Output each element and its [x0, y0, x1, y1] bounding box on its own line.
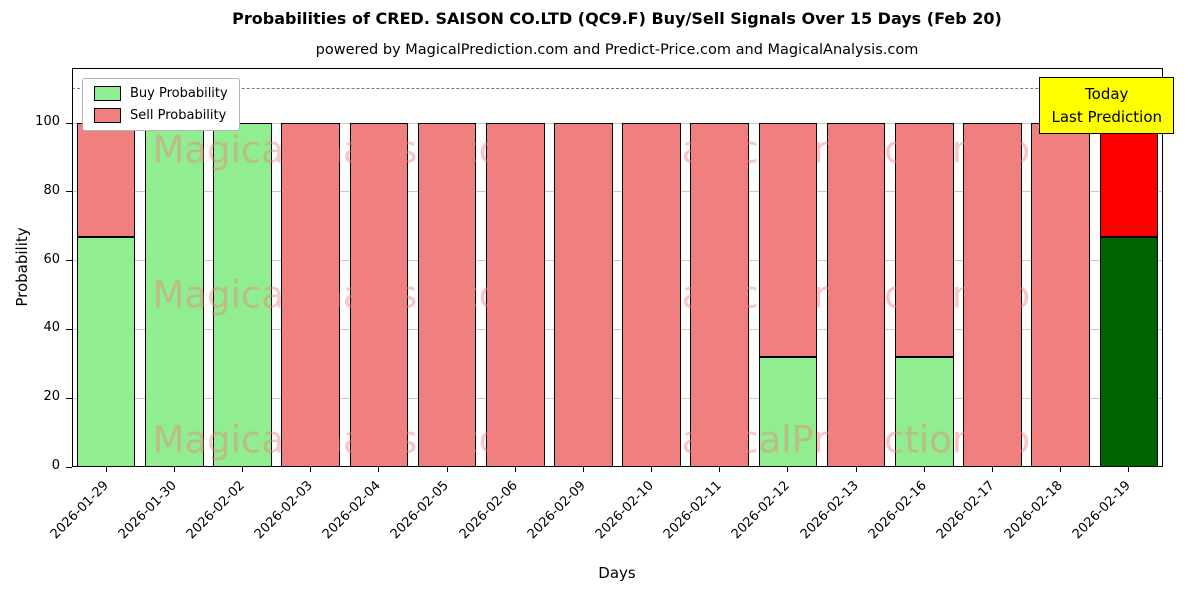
y-tick-label: 40: [43, 320, 60, 336]
today-annotation-line1: Today: [1085, 85, 1129, 103]
x-tick-label-text: 2026-02-18: [1001, 478, 1067, 543]
x-tick-mark: [241, 467, 243, 472]
x-tick-mark: [992, 467, 994, 472]
gridline: [72, 328, 1163, 330]
sell-probability-swatch: [94, 108, 121, 123]
legend: Buy Probability Sell Probability: [82, 78, 240, 131]
y-tick-label: 100: [35, 114, 60, 130]
x-tick-label-text: 2026-01-29: [47, 478, 112, 543]
legend-item-buy: Buy Probability: [94, 86, 228, 101]
bar-segment-sell: [963, 123, 1022, 467]
bar-segment-buy: [76, 236, 136, 467]
legend-label-sell: Sell Probability: [130, 108, 227, 123]
bar-segment-sell: [622, 123, 681, 467]
bar-segment-buy: [1099, 236, 1159, 467]
y-tick-mark: [66, 260, 72, 262]
x-tick-label-text: 2026-02-13: [797, 478, 862, 543]
bar-segment-sell: [554, 123, 613, 467]
bar-segment-buy: [758, 356, 818, 467]
x-tick-label-text: 2026-02-06: [456, 478, 521, 543]
today-annotation-line2: Last Prediction: [1051, 107, 1162, 126]
y-tick-label: 60: [43, 251, 60, 267]
watermark-text: MagicalAnalysis.com: [152, 418, 538, 462]
y-tick-label: 0: [51, 458, 60, 473]
x-tick-label-text: 2026-02-17: [933, 478, 998, 543]
x-tick-label-text: 2026-02-02: [183, 478, 248, 543]
y-tick-label: 20: [43, 389, 60, 405]
x-tick-mark: [310, 467, 312, 472]
bar-segment-buy: [895, 356, 954, 467]
bar-segment-sell: [76, 123, 136, 237]
gridline: [72, 191, 1163, 193]
watermark-text: MagicalPrediction.com: [649, 418, 1067, 462]
x-tick-mark: [719, 467, 721, 472]
y-tick-mark: [66, 397, 72, 399]
x-tick-mark: [787, 467, 789, 472]
bar-segment-sell: [826, 123, 886, 467]
x-tick-label-text: 2026-02-11: [661, 478, 726, 543]
threshold-dashed-line: [72, 87, 1163, 89]
bar-segment-sell: [485, 123, 545, 467]
bar-segment-sell: [281, 123, 340, 467]
y-tick-mark: [66, 191, 72, 193]
x-tick-label-text: 2026-02-12: [729, 478, 794, 543]
y-tick-label: 80: [43, 182, 60, 198]
today-annotation: Today Last Prediction: [1039, 77, 1174, 134]
legend-item-sell: Sell Probability: [94, 108, 228, 123]
gridline: [72, 122, 1163, 124]
watermark-text: MagicalPrediction.com: [649, 128, 1067, 172]
gridline: [72, 397, 1163, 399]
x-axis-label: Days: [598, 564, 636, 582]
bar-segment-sell: [349, 123, 409, 467]
x-tick-mark: [582, 467, 584, 472]
watermark-text: MagicalAnalysis.com: [152, 128, 538, 172]
x-tick-mark: [378, 467, 380, 472]
y-axis-label: Probability: [13, 227, 31, 307]
x-tick-label-text: 2026-02-03: [251, 478, 316, 543]
x-tick-mark: [923, 467, 925, 472]
x-tick-label-text: 2026-02-09: [524, 478, 589, 543]
chart-title: Probabilities of CRED. SAISON CO.LTD (QC…: [232, 9, 1002, 28]
bar-segment-buy: [213, 123, 272, 467]
x-tick-mark: [1128, 467, 1130, 472]
x-tick-mark: [514, 467, 516, 472]
x-tick-label-text: 2026-02-10: [592, 478, 657, 543]
bar-segment-sell: [1031, 123, 1091, 467]
bar-segment-sell: [758, 123, 818, 357]
x-tick-mark: [173, 467, 175, 472]
watermark-text: MagicalPrediction.com: [649, 273, 1067, 317]
bar-segment-sell: [895, 123, 954, 357]
buy-probability-swatch: [94, 86, 121, 101]
bar-segment-buy: [144, 123, 204, 467]
x-tick-mark: [105, 467, 107, 472]
x-tick-mark: [651, 467, 653, 472]
y-tick-mark: [66, 466, 72, 468]
watermark-text: MagicalAnalysis.com: [152, 273, 538, 317]
y-tick-mark: [66, 328, 72, 330]
x-tick-label-text: 2026-02-19: [1070, 478, 1135, 543]
x-tick-mark: [1060, 467, 1062, 472]
x-tick-mark: [446, 467, 448, 472]
bar-segment-sell: [1099, 123, 1159, 237]
x-tick-label-text: 2026-01-30: [115, 478, 180, 543]
y-tick-mark: [66, 122, 72, 124]
bar-segment-sell: [417, 123, 477, 467]
gridline: [72, 260, 1163, 262]
x-tick-label-text: 2026-02-16: [865, 478, 930, 543]
legend-label-buy: Buy Probability: [130, 86, 228, 101]
chart-subtitle: powered by MagicalPrediction.com and Pre…: [315, 42, 919, 58]
x-tick-label-text: 2026-02-05: [388, 478, 453, 543]
x-tick-mark: [855, 467, 857, 472]
x-tick-label-text: 2026-02-04: [320, 478, 385, 543]
